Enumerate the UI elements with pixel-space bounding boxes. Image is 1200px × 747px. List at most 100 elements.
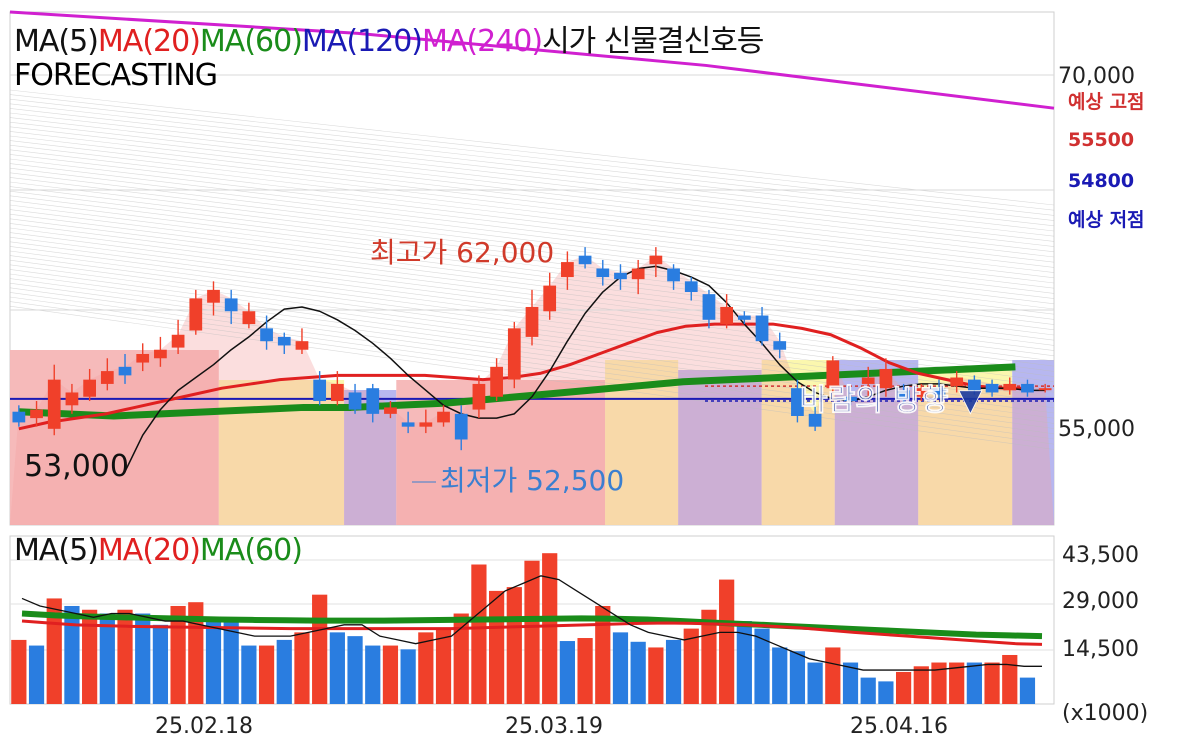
fan-line bbox=[9, 204, 1055, 336]
candle-body bbox=[348, 392, 362, 410]
fan-line bbox=[9, 112, 1055, 232]
volume-y-tick: 14,500 bbox=[1062, 637, 1139, 662]
volume-bar bbox=[719, 579, 735, 704]
volume-bar bbox=[11, 639, 27, 704]
candle-body bbox=[985, 383, 999, 393]
volume-bar bbox=[984, 662, 1000, 704]
volume-bar bbox=[612, 632, 629, 704]
volume-bar bbox=[736, 621, 752, 704]
candle-body bbox=[100, 371, 114, 384]
candle-body bbox=[968, 379, 981, 391]
volume-bar bbox=[117, 609, 133, 704]
legend-item: MA(60) bbox=[199, 533, 303, 568]
ma20-line bbox=[18, 322, 1034, 431]
candle-body bbox=[543, 285, 557, 312]
volume-bar bbox=[559, 641, 575, 704]
candle-body bbox=[1003, 383, 1017, 391]
volume-bar bbox=[453, 613, 469, 704]
candle-body bbox=[561, 262, 574, 278]
volume-bar bbox=[683, 628, 699, 704]
volume-bar bbox=[294, 632, 310, 704]
wind-direction-annotation: 바람의 방향 ▼ bbox=[800, 383, 982, 418]
volume-bar bbox=[365, 645, 381, 704]
fan-line bbox=[9, 209, 1055, 341]
fan-line bbox=[9, 154, 1055, 279]
volume-bar bbox=[82, 609, 98, 704]
volume-bar bbox=[435, 628, 452, 704]
candle-body bbox=[684, 281, 698, 293]
candle-body bbox=[914, 388, 928, 397]
fan-line bbox=[9, 172, 1055, 299]
fan-line bbox=[9, 181, 1055, 310]
candle-body bbox=[614, 272, 627, 280]
candle-body bbox=[755, 315, 769, 342]
legend-item: MA(5) bbox=[14, 533, 99, 568]
forecast-label: 예상 저점 bbox=[1068, 209, 1145, 231]
candle-body bbox=[507, 328, 521, 380]
candle-body bbox=[260, 328, 273, 342]
y-tick: 55,000 bbox=[1058, 417, 1135, 442]
volume-bar bbox=[223, 617, 239, 704]
legend-item: MA(120) bbox=[301, 24, 423, 59]
candle-body bbox=[313, 379, 327, 402]
fan-line bbox=[9, 149, 1055, 273]
legend-item: 시가 신물결신호등 bbox=[542, 24, 764, 59]
candle-body bbox=[791, 388, 804, 416]
candle-body bbox=[879, 368, 893, 389]
forecast-label: 55500 bbox=[1068, 129, 1134, 151]
forecast-label: 예상 고점 bbox=[1068, 91, 1145, 113]
volume-bar bbox=[931, 662, 947, 704]
candle-body bbox=[490, 366, 503, 397]
volume-bar bbox=[524, 560, 540, 704]
volume-bar bbox=[542, 553, 558, 704]
y-tick: 70,000 bbox=[1058, 64, 1135, 89]
candle-body bbox=[1021, 383, 1034, 393]
fan-line bbox=[9, 278, 1055, 419]
fan-line bbox=[9, 200, 1055, 331]
fan-line bbox=[9, 140, 1055, 263]
volume-bar bbox=[1002, 654, 1018, 704]
volume-bar bbox=[241, 645, 257, 704]
volume-bar bbox=[418, 632, 434, 704]
volume-bar bbox=[347, 636, 363, 704]
fan-line bbox=[9, 131, 1055, 253]
fan-line bbox=[9, 108, 1055, 227]
fan-line bbox=[9, 292, 1055, 435]
volume-bar bbox=[28, 645, 45, 704]
volume-bar bbox=[152, 624, 169, 704]
candle-body bbox=[525, 306, 539, 337]
legend-item: MA(20) bbox=[97, 24, 201, 59]
candle-body bbox=[207, 289, 220, 303]
legend-item: MA(20) bbox=[97, 533, 201, 568]
volume-bar bbox=[895, 671, 912, 704]
signal-zone bbox=[10, 350, 219, 525]
candle-body bbox=[950, 377, 964, 387]
candle-body bbox=[224, 298, 238, 312]
ma60-line bbox=[18, 363, 1016, 420]
volume-bar bbox=[382, 645, 399, 704]
fan-line bbox=[9, 144, 1055, 268]
candle-body bbox=[472, 383, 486, 410]
candle-body bbox=[454, 413, 468, 440]
candle-body bbox=[861, 377, 875, 384]
signal-zone bbox=[678, 370, 762, 525]
candle-body bbox=[702, 294, 716, 320]
volume-legend: MA(5)MA(20)MA(60) bbox=[14, 533, 303, 568]
candle-body bbox=[242, 311, 256, 325]
volume-bar bbox=[966, 662, 982, 704]
fan-line bbox=[9, 98, 1055, 216]
candle-body bbox=[737, 315, 751, 320]
candle-body bbox=[65, 392, 79, 406]
fan-line bbox=[9, 213, 1055, 346]
candle-body bbox=[154, 349, 167, 359]
candle-body bbox=[277, 336, 291, 346]
volume-bar bbox=[807, 662, 823, 704]
x-tick: 25.03.19 bbox=[505, 714, 603, 739]
candle-body bbox=[330, 383, 344, 402]
price-area bbox=[10, 255, 1054, 526]
volume-bar bbox=[1019, 677, 1036, 704]
candle-body bbox=[826, 360, 840, 389]
volume-ma60-line bbox=[21, 610, 1043, 640]
left-price-annotation: 53,000 bbox=[24, 449, 129, 484]
